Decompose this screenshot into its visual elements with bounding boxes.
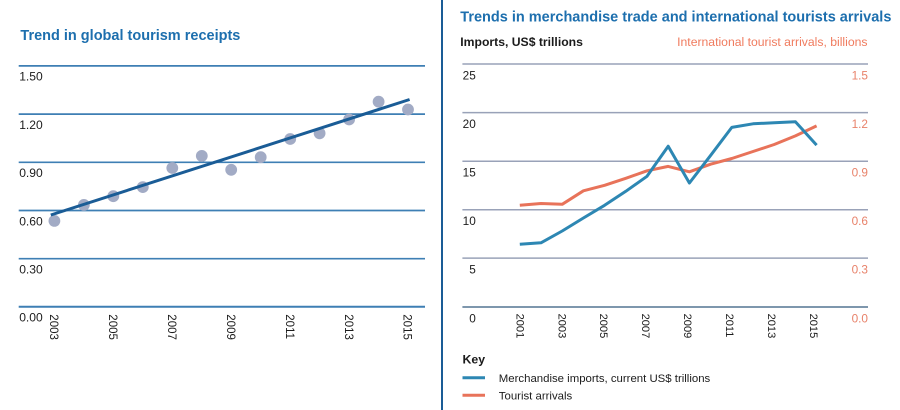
svg-text:2007: 2007: [639, 314, 651, 339]
svg-text:2015: 2015: [401, 314, 413, 340]
svg-text:0: 0: [469, 311, 476, 325]
svg-text:2001: 2001: [513, 314, 525, 339]
svg-text:1.2: 1.2: [852, 117, 868, 131]
svg-text:15: 15: [463, 166, 477, 180]
svg-text:Key: Key: [463, 353, 486, 367]
svg-text:2005: 2005: [597, 314, 609, 339]
svg-text:Merchandise imports, current U: Merchandise imports, current US$ trillio…: [499, 373, 711, 385]
svg-text:Trends in merchandise trade an: Trends in merchandise trade and internat…: [460, 9, 891, 25]
svg-text:2003: 2003: [555, 314, 567, 339]
svg-text:1.5: 1.5: [852, 68, 869, 82]
svg-text:10: 10: [463, 214, 477, 228]
svg-text:2009: 2009: [681, 314, 693, 339]
svg-text:2011: 2011: [283, 314, 295, 339]
svg-text:2005: 2005: [106, 314, 118, 340]
svg-text:2013: 2013: [765, 314, 777, 339]
svg-text:0.9: 0.9: [852, 166, 868, 180]
svg-text:20: 20: [463, 117, 477, 131]
svg-text:5: 5: [469, 263, 476, 277]
svg-text:Trend in global tourism receip: Trend in global tourism receipts: [20, 28, 240, 44]
svg-text:2011: 2011: [723, 314, 735, 338]
svg-text:0.3: 0.3: [852, 263, 869, 277]
svg-text:1.20: 1.20: [19, 118, 43, 132]
svg-text:1.50: 1.50: [19, 70, 43, 84]
svg-text:2015: 2015: [807, 314, 819, 339]
svg-text:International tourist arrivals: International tourist arrivals, billions: [677, 35, 867, 49]
svg-text:2013: 2013: [342, 314, 354, 340]
svg-text:0.00: 0.00: [19, 311, 43, 325]
svg-text:0.30: 0.30: [19, 263, 43, 277]
svg-text:2009: 2009: [224, 314, 236, 340]
svg-text:0.90: 0.90: [19, 166, 43, 180]
svg-text:2007: 2007: [165, 314, 177, 340]
svg-text:Tourist arrivals: Tourist arrivals: [499, 391, 573, 403]
svg-text:0.0: 0.0: [852, 311, 869, 325]
svg-text:0.6: 0.6: [852, 214, 869, 228]
svg-text:Imports, US$ trillions: Imports, US$ trillions: [460, 35, 583, 49]
svg-text:0.60: 0.60: [19, 214, 43, 228]
svg-text:2003: 2003: [47, 314, 59, 340]
svg-text:25: 25: [463, 68, 477, 82]
